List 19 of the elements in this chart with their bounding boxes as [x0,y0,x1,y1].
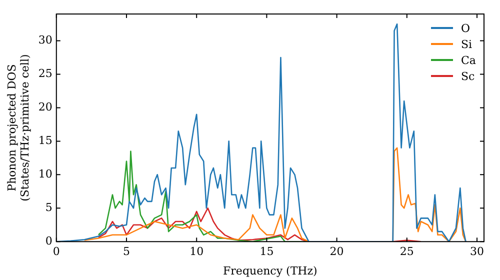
legend-label: Ca [461,54,476,66]
y-tick-label: 15 [38,134,52,148]
y-tick-label: 5 [45,200,52,214]
x-axis-title: Frequency (THz) [223,264,318,278]
y-tick-label: 25 [38,67,52,80]
y-tick-label: 0 [45,234,52,248]
x-tick-label: 10 [190,245,204,258]
x-tick-label: 15 [260,245,274,258]
x-tick-label: 30 [470,245,484,258]
x-tick-label: 5 [122,245,130,258]
y-tick-label: 30 [38,34,52,47]
y-axis-title: Phonon projected DOS (States/THz·primitive cell) [5,54,32,202]
x-tick-label: 25 [400,245,414,258]
legend-label: Sc [461,70,475,82]
legend-label: Si [461,38,472,50]
y-tick-label: 10 [38,168,52,181]
y-tick-label: 20 [38,100,52,114]
legend-label: O [461,22,470,34]
x-tick-label: 20 [330,245,344,258]
